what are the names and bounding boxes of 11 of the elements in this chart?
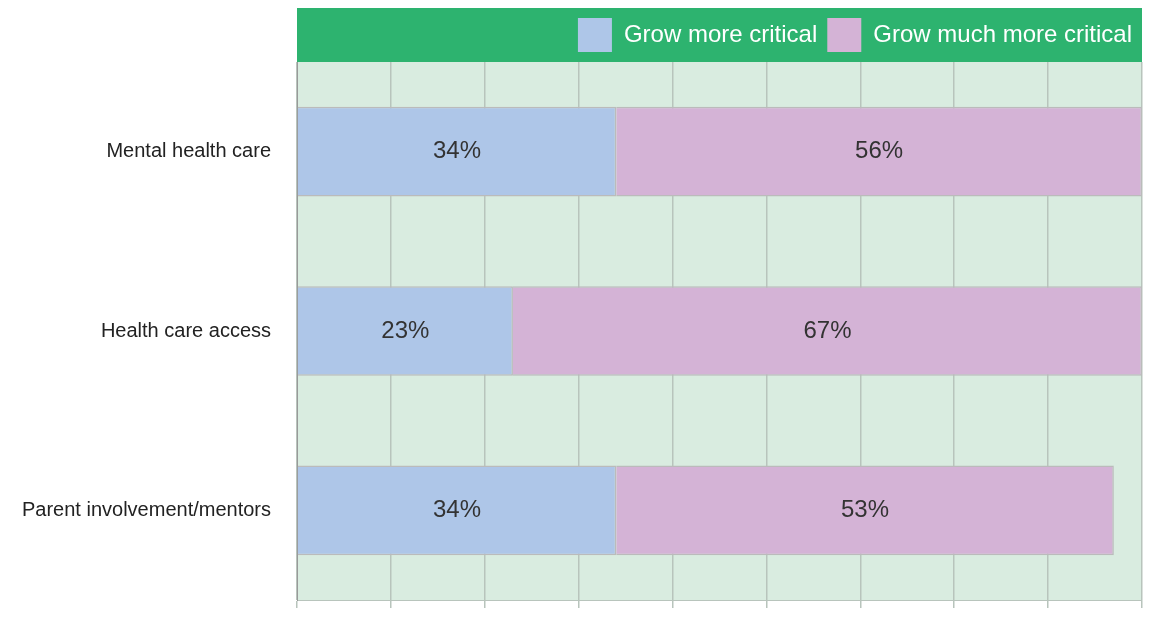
data-label: 23% bbox=[381, 315, 430, 343]
legend-label: Grow more critical bbox=[623, 19, 818, 47]
y-tick-label: Mental health care bbox=[106, 139, 271, 162]
data-label: 67% bbox=[803, 315, 852, 343]
y-tick-label: Parent involvement/mentors bbox=[21, 497, 271, 520]
data-label: 56% bbox=[855, 136, 904, 164]
y-tick-label: Health care access bbox=[100, 318, 271, 341]
data-label: 53% bbox=[841, 494, 890, 522]
legend-label: Grow much more critical bbox=[873, 19, 1132, 47]
data-label: 34% bbox=[432, 494, 482, 522]
data-label: 34% bbox=[432, 136, 482, 164]
